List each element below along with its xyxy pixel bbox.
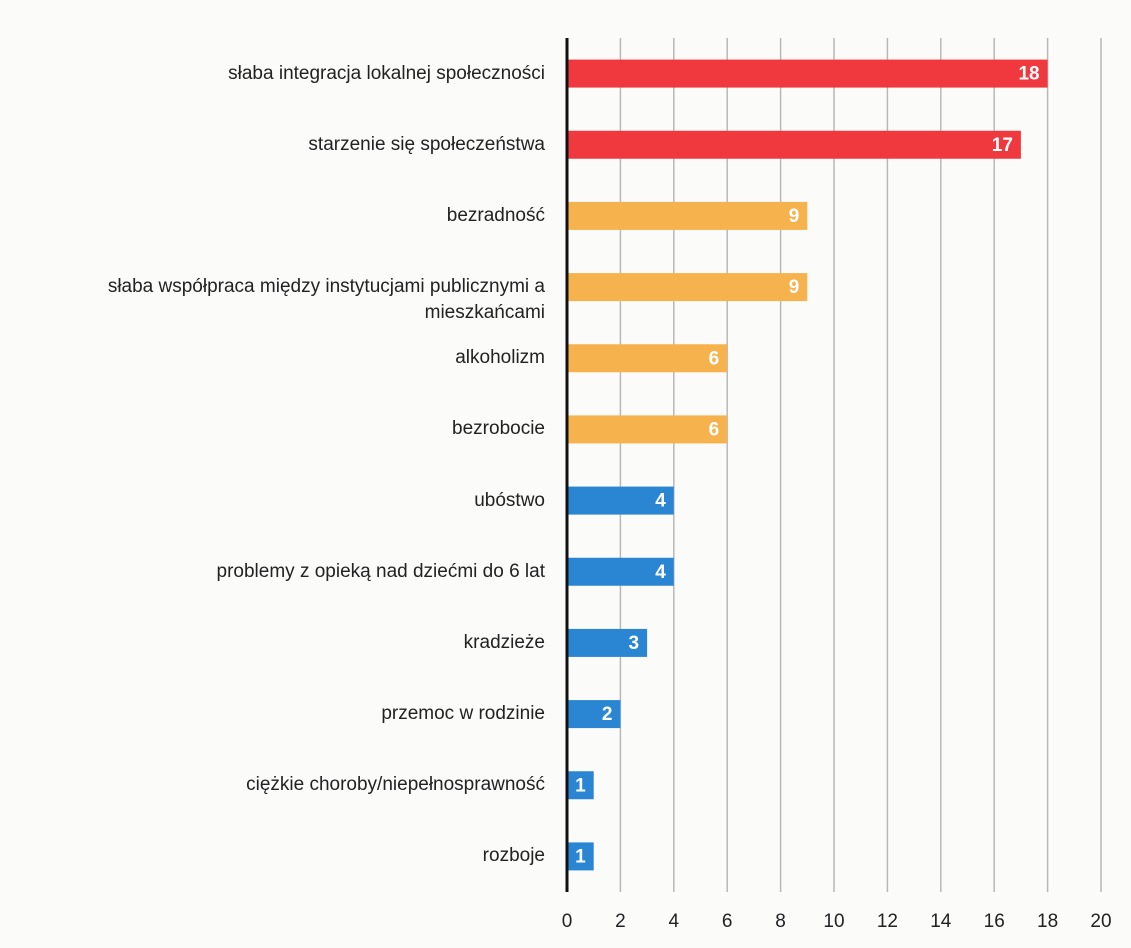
x-tick-label: 0 [562,911,573,932]
y-tick-label: bezradność [446,204,545,226]
bar [567,344,728,373]
value-label: 4 [655,562,666,583]
value-label: 4 [655,491,666,512]
bar [567,59,1048,88]
value-label: 9 [789,206,800,227]
y-tick-label: ubóstwo [474,489,545,511]
value-label: 9 [789,277,800,298]
value-label: 18 [1018,64,1039,85]
bar [567,273,808,302]
x-tick-label: 10 [823,911,844,932]
y-tick-label: ciężkie choroby/niepełnosprawność [246,774,545,796]
x-tick-label: 6 [722,911,733,932]
x-tick-label: 8 [775,911,786,932]
value-label: 6 [709,419,720,440]
bar [567,557,674,586]
bar [567,130,1021,159]
x-tick-label: 14 [930,911,952,932]
x-tick-label: 20 [1090,911,1111,932]
value-label: 3 [629,633,640,654]
x-tick-label: 16 [984,911,1005,932]
bar [567,700,621,729]
y-tick-label: rozboje [482,845,545,867]
bar [567,486,674,515]
bar [567,201,808,230]
bar [567,628,648,657]
y-tick-label: przemoc w rodzinie [381,703,545,725]
value-label: 1 [575,846,586,867]
bar [567,415,728,444]
bar [567,842,594,871]
value-label: 17 [992,135,1013,156]
value-label: 2 [602,704,613,725]
y-tick-label: kradzieże [463,631,545,653]
y-tick-label: słaba współpraca między instytucjami pub… [107,276,545,324]
x-tick-label: 18 [1037,911,1058,932]
y-tick-label: bezrobocie [452,418,545,440]
y-tick-label: starzenie się społeczeństwa [308,133,545,155]
y-tick-label: problemy z opieką nad dziećmi do 6 lat [216,560,545,582]
bar [567,771,594,800]
x-tick-label: 2 [615,911,626,932]
y-tick-label: słaba integracja lokalnej społeczności [228,62,545,84]
x-tick-label: 4 [669,911,680,932]
x-tick-label: 12 [877,911,898,932]
value-label: 1 [575,775,586,796]
value-label: 6 [709,348,720,369]
y-tick-label: alkoholizm [455,347,545,369]
